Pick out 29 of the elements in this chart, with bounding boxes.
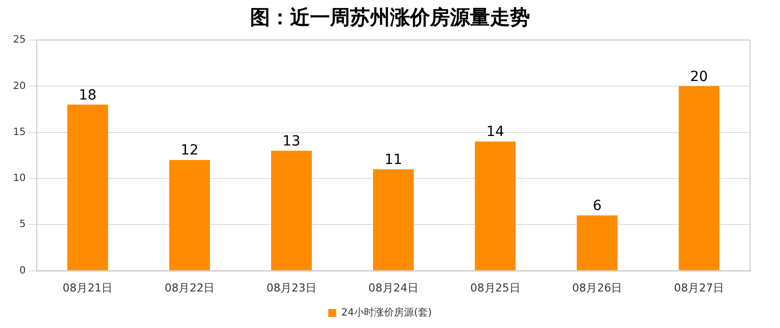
bar bbox=[576, 215, 618, 270]
x-tick-label: 08月25日 bbox=[470, 281, 520, 294]
data-label: 20 bbox=[690, 68, 708, 85]
data-label: 14 bbox=[486, 124, 504, 140]
chart-title: 图：近一周苏州涨价房源量走势 bbox=[249, 4, 531, 31]
data-label: 11 bbox=[384, 152, 402, 168]
data-label: 12 bbox=[180, 142, 198, 159]
y-tick-label: 15 bbox=[12, 126, 26, 138]
x-tick-label: 08月26日 bbox=[572, 281, 622, 294]
y-tick-label: 20 bbox=[12, 80, 26, 92]
x-tick-label: 08月21日 bbox=[62, 281, 113, 294]
bar bbox=[372, 169, 414, 270]
x-tick-label: 08月27日 bbox=[674, 281, 724, 294]
data-label: 13 bbox=[282, 133, 300, 150]
bar bbox=[678, 86, 720, 270]
x-tick-label: 08月22日 bbox=[164, 281, 215, 294]
bar bbox=[474, 142, 516, 270]
y-tick-label: 0 bbox=[19, 265, 26, 276]
data-label: 18 bbox=[78, 87, 97, 104]
x-tick-label: 08月23日 bbox=[266, 281, 316, 294]
bar bbox=[67, 104, 108, 270]
x-tick-label: 08月24日 bbox=[368, 281, 418, 294]
y-tick-label: 10 bbox=[12, 173, 26, 184]
y-tick-label: 25 bbox=[12, 34, 26, 46]
y-tick-label: 5 bbox=[19, 219, 26, 230]
bar bbox=[169, 160, 210, 270]
data-label: 6 bbox=[592, 198, 602, 214]
bar bbox=[271, 150, 312, 270]
legend-label: 24小时涨价房源(套) bbox=[341, 306, 432, 319]
